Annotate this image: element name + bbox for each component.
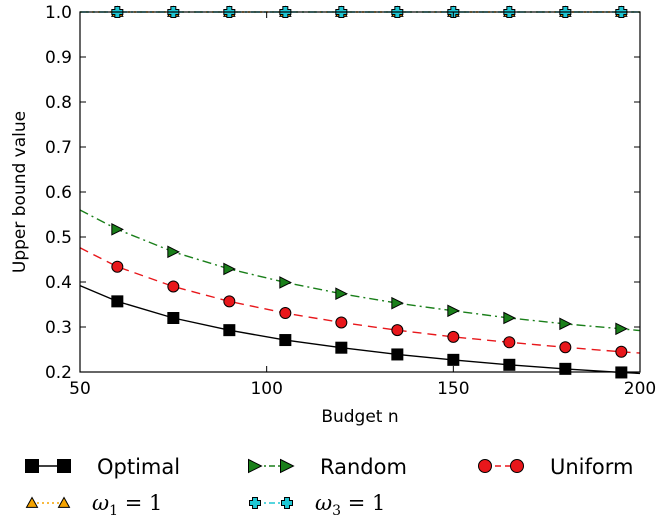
- data-point: [279, 334, 292, 347]
- plot-frame: [79, 11, 641, 373]
- series-line-0: [79, 284, 641, 375]
- x-tick-label: 200: [624, 379, 656, 399]
- legend-label: Random: [320, 455, 407, 479]
- data-point: [503, 311, 516, 325]
- legend-marker: [25, 459, 39, 473]
- data-point: [335, 341, 348, 354]
- legend-marker: [248, 458, 263, 474]
- data-point: [223, 262, 236, 276]
- legend-entry-1: Random: [248, 455, 407, 479]
- data-point: [615, 322, 628, 336]
- y-tick-label: 1.0: [45, 3, 72, 23]
- data-point: [447, 353, 460, 366]
- data-point: [167, 280, 180, 293]
- legend-label: Optimal: [97, 455, 180, 479]
- data-point: [223, 324, 236, 337]
- legend-marker: [57, 459, 71, 473]
- y-tick-label: 0.5: [45, 228, 72, 248]
- y-tick-label: 0.9: [45, 48, 72, 68]
- series-line-1: [79, 209, 641, 332]
- series-line-2: [79, 247, 641, 354]
- axis-ticks: 50 100 150 200 0.2 0.3 0.4 0.5 0.6 0.7 0.8 0.9 1.0: [45, 3, 656, 399]
- legend-entry-2: Uniform: [478, 455, 633, 479]
- data-point: [167, 245, 180, 259]
- data-point: [279, 307, 292, 320]
- legend-label: Uniform: [550, 455, 633, 479]
- y-tick-label: 0.6: [45, 183, 72, 203]
- legend: Optimal Random Uniform ω1 = 1 ω3 = 1: [25, 455, 633, 519]
- data-point: [167, 312, 180, 324]
- legend-entry-3: ω1 = 1: [25, 491, 162, 519]
- y-tick-label: 0.4: [45, 273, 72, 293]
- legend-entry-4: ω3 = 1: [249, 491, 385, 519]
- data-point: [503, 336, 516, 349]
- legend-marker: [57, 496, 71, 508]
- y-axis-label: Upper bound value: [10, 111, 30, 273]
- y-tick-label: 0.7: [45, 138, 72, 158]
- plot-area: [79, 5, 641, 379]
- legend-marker: [510, 459, 524, 473]
- data-point: [503, 358, 516, 371]
- y-tick-label: 0.2: [45, 363, 72, 383]
- y-tick-label: 0.8: [45, 93, 72, 113]
- legend-label: ω1 = 1: [92, 491, 162, 519]
- data-point: [335, 316, 348, 329]
- data-point: [447, 304, 460, 318]
- data-point: [111, 260, 124, 273]
- x-tick-label: 50: [69, 379, 91, 399]
- y-tick-label: 0.3: [45, 318, 72, 338]
- data-point: [111, 223, 124, 236]
- legend-entry-0: Optimal: [25, 455, 180, 479]
- data-point: [391, 296, 404, 310]
- data-point: [335, 287, 348, 301]
- legend-marker: [249, 497, 261, 509]
- legend-marker: [25, 496, 39, 508]
- x-tick-label: 100: [250, 379, 282, 399]
- x-tick-label: 150: [437, 379, 469, 399]
- legend-marker: [281, 497, 293, 509]
- data-point: [615, 345, 628, 358]
- data-point: [559, 341, 572, 354]
- data-point: [447, 330, 460, 343]
- data-point: [279, 276, 292, 289]
- legend-marker: [280, 458, 295, 474]
- data-point: [391, 348, 404, 361]
- data-point: [559, 362, 572, 375]
- legend-marker: [478, 459, 492, 473]
- data-point: [391, 324, 404, 337]
- data-point: [559, 317, 572, 331]
- legend-label: ω3 = 1: [315, 491, 385, 519]
- data-point: [111, 295, 124, 308]
- data-point: [223, 295, 236, 308]
- x-axis-label: Budget n: [321, 407, 398, 427]
